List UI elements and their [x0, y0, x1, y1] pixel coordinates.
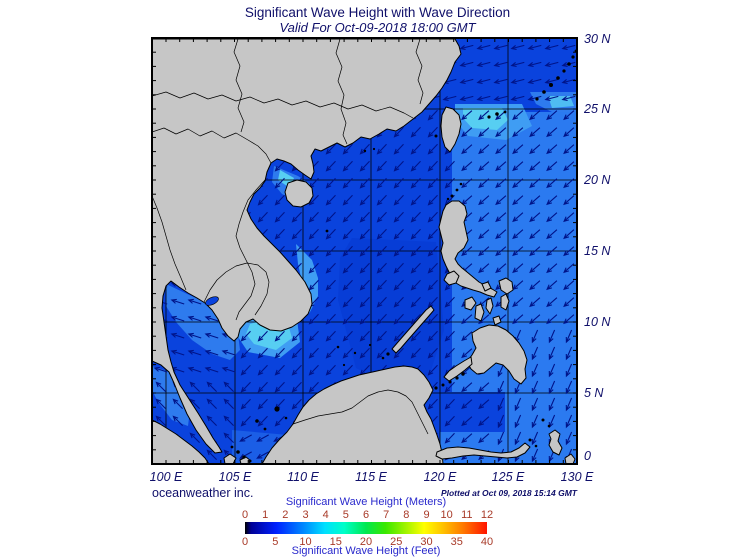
meters-tick-5: 5 — [342, 509, 349, 521]
feet-tick-0: 0 — [241, 536, 249, 548]
land-borneo — [261, 365, 444, 464]
feet-tick-40: 40 — [480, 536, 494, 548]
meters-tick-2: 2 — [282, 509, 289, 521]
meters-tick-7: 7 — [383, 509, 390, 521]
meters-tick-3: 3 — [302, 509, 309, 521]
meters-tick-1: 1 — [262, 509, 269, 521]
land-negros — [474, 303, 485, 322]
meters-tick-11: 11 — [461, 509, 473, 521]
feet-tick-15: 15 — [329, 536, 342, 548]
feet-tick-10: 10 — [299, 536, 312, 548]
page-title: Significant Wave Height with Wave Direct… — [244, 5, 511, 20]
valid-time-subtitle: Valid For Oct-09-2018 18:00 GMT — [279, 20, 476, 35]
land-china-indochina — [152, 38, 462, 454]
lat-label-30N: 30 N — [584, 32, 611, 46]
meters-tick-0: 0 — [241, 509, 249, 521]
land-bohol — [492, 315, 502, 326]
lat-label-15N: 15 N — [584, 244, 611, 258]
land-leyte — [500, 293, 510, 311]
lat-label-10N: 10 N — [584, 315, 611, 329]
land-masbate — [481, 281, 492, 292]
lat-label-5N: 5 N — [584, 386, 604, 400]
feet-tick-5: 5 — [272, 536, 279, 548]
lat-label-0: 0 — [584, 449, 591, 463]
meters-tick-6: 6 — [362, 509, 370, 521]
small-islands — [230, 49, 577, 463]
meters-tick-8: 8 — [403, 509, 410, 521]
land-sulawesi — [435, 442, 531, 460]
land-samar — [498, 277, 514, 295]
lon-label-100E: 100 E — [149, 470, 183, 484]
colorbar-feet-label: Significant Wave Height (Feet) — [291, 545, 441, 557]
plotted-timestamp: Plotted at Oct 09, 2018 15:14 GMT — [440, 488, 577, 498]
lon-label-105E: 105 E — [218, 470, 252, 484]
meters-tick-10: 10 — [440, 509, 453, 521]
feet-tick-30: 30 — [420, 536, 433, 548]
colorbar-gradient — [245, 522, 487, 534]
land-cebu — [485, 297, 494, 315]
feet-tick-25: 25 — [390, 536, 403, 548]
lat-label-25N: 25 N — [584, 102, 611, 116]
credit-text: oceanweather inc. — [152, 486, 254, 500]
landmasses — [152, 38, 576, 464]
meters-tick-12: 12 — [480, 509, 494, 521]
feet-tick-20: 20 — [359, 536, 373, 548]
country-borders — [152, 38, 429, 435]
land-taiwan — [440, 106, 462, 153]
land-halmahera — [548, 429, 563, 456]
land-sumatra — [152, 419, 210, 464]
feet-tick-35: 35 — [450, 536, 463, 548]
lake-tonle-sap — [205, 296, 219, 306]
land-zamboanga — [443, 356, 473, 382]
meters-tick-4: 4 — [322, 509, 329, 521]
land-mindoro — [443, 270, 460, 286]
land-hainan — [284, 179, 314, 208]
lon-label-120E: 120 E — [423, 470, 457, 484]
colorbar-meters-label: Significant Wave Height (Meters) — [285, 496, 447, 508]
land-palawan — [391, 305, 435, 354]
lon-label-115E: 115 E — [355, 470, 387, 484]
lon-label-130E: 130 E — [560, 470, 594, 484]
map-frame — [151, 37, 578, 465]
lat-label-20N: 20 N — [584, 173, 611, 187]
land-panay — [464, 296, 477, 311]
meters-tick-9: 9 — [423, 509, 430, 521]
lon-label-125E: 125 E — [491, 470, 525, 484]
lon-label-110E: 110 E — [287, 470, 319, 484]
